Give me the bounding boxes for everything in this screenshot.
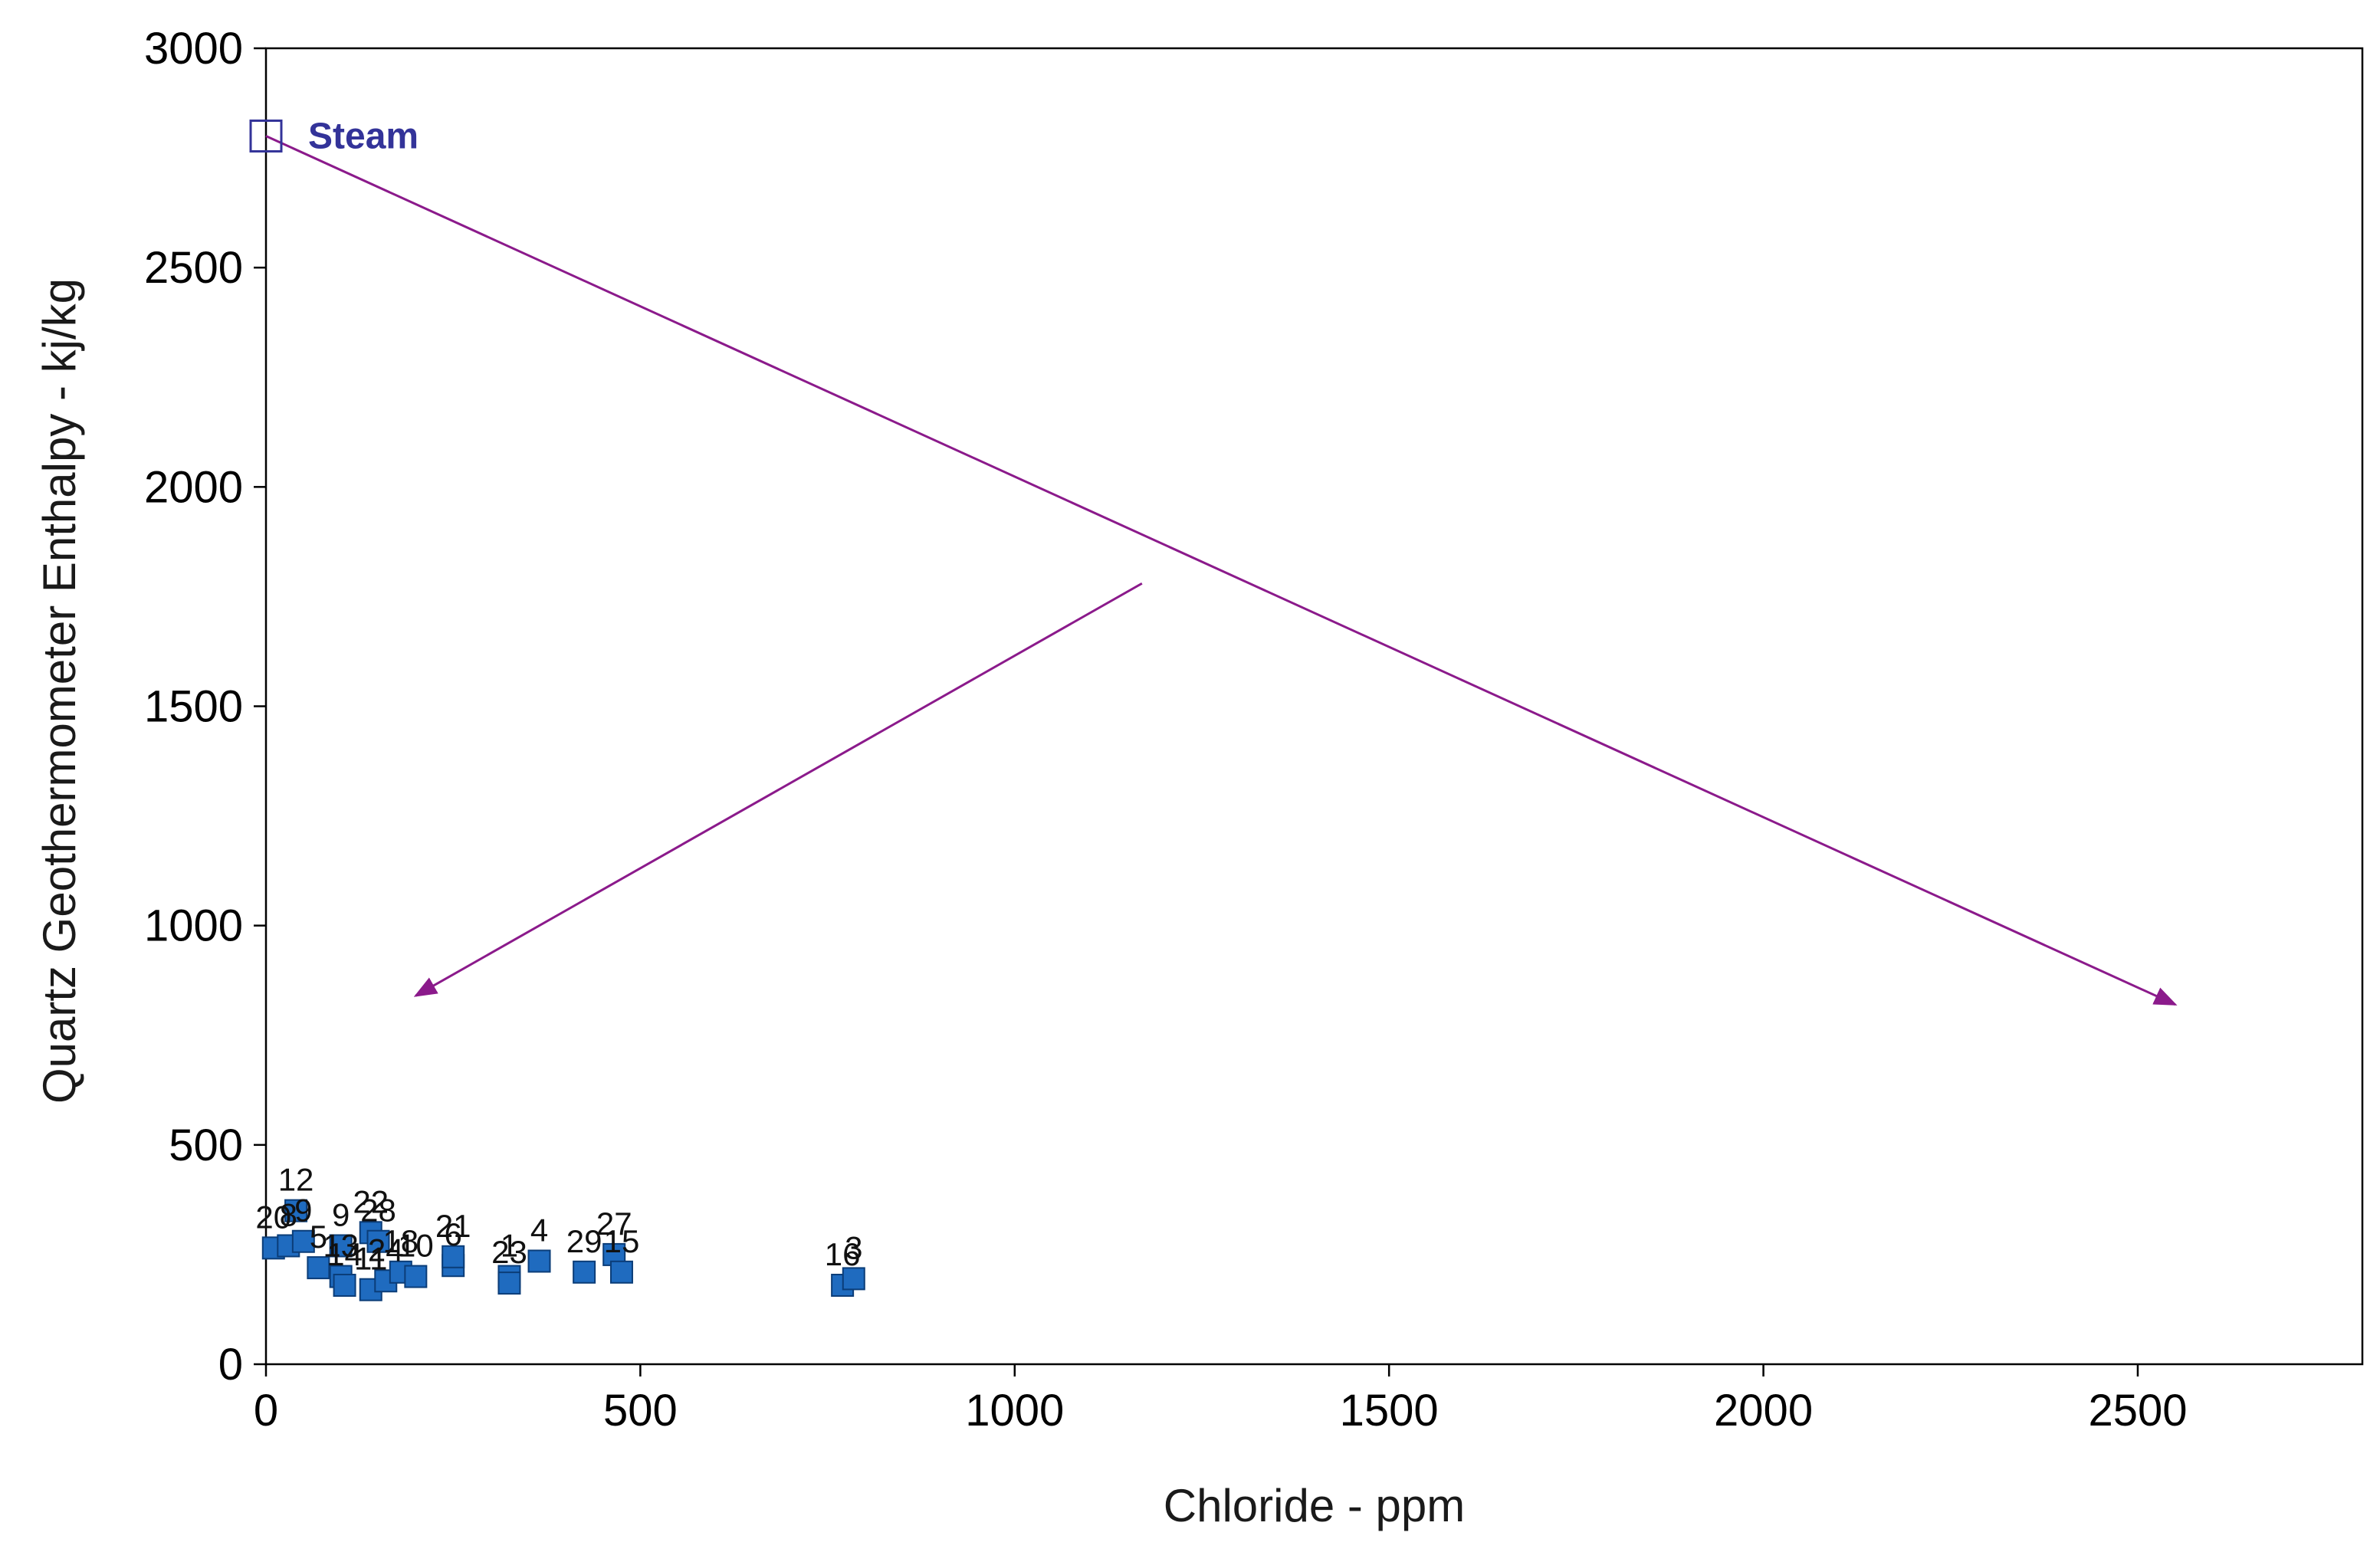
data-point	[366, 1229, 390, 1253]
y-tick-label: 2000	[144, 462, 243, 512]
x-tick-label: 0	[254, 1386, 278, 1436]
x-tick-label: 1000	[965, 1386, 1064, 1436]
data-point	[333, 1273, 356, 1297]
y-tick-label: 3000	[144, 24, 243, 74]
x-tick-label: 1500	[1340, 1386, 1439, 1436]
y-tick-label: 1000	[144, 901, 243, 951]
data-point-label: 6	[445, 1216, 462, 1252]
data-point-label: 4	[530, 1212, 548, 1248]
data-point-label: 8	[280, 1196, 297, 1232]
data-point-label: 28	[360, 1193, 396, 1229]
x-axis-title: Chloride - ppm	[1164, 1480, 1466, 1531]
data-point-label: 18	[382, 1223, 419, 1259]
data-point-label: 5	[310, 1219, 327, 1255]
data-point	[329, 1234, 353, 1258]
data-point-label: 12	[278, 1162, 314, 1198]
data-point-label: 10	[398, 1228, 434, 1264]
x-tick-label: 500	[603, 1386, 678, 1436]
annotation-arrows	[265, 135, 2178, 1006]
data-point	[284, 1199, 308, 1222]
y-axis: 0 500 1000 1500 2000 2500 3000	[144, 24, 266, 1390]
data-point-label: 15	[604, 1223, 640, 1259]
steam-marker	[249, 119, 283, 153]
plot-frame	[264, 47, 2364, 1366]
data-point	[527, 1249, 551, 1273]
data-point-label: 20	[255, 1199, 291, 1235]
x-tick-label: 2500	[2088, 1386, 2187, 1436]
y-tick-label: 2500	[144, 243, 243, 293]
data-point-label: 13	[323, 1228, 359, 1264]
data-point	[573, 1260, 596, 1284]
data-point-label: 3	[845, 1229, 862, 1265]
y-tick-label: 500	[169, 1121, 243, 1170]
data-point-label: 23	[491, 1234, 527, 1270]
data-point	[389, 1260, 412, 1284]
data-point	[291, 1229, 315, 1253]
data-point-label: 14	[327, 1236, 363, 1272]
data-point-label: 22	[353, 1183, 389, 1219]
data-point-label: 1	[501, 1228, 518, 1264]
data-point-label: 27	[596, 1206, 632, 1242]
data-point-label: 16	[825, 1236, 861, 1272]
data-point-label: 21	[435, 1208, 471, 1244]
data-point-label: 9	[294, 1193, 312, 1229]
data-point-label: 24	[368, 1232, 404, 1268]
steam-label: Steam	[308, 116, 419, 156]
steam-marker-group: Steam	[249, 116, 419, 156]
data-point	[404, 1265, 428, 1288]
y-tick-label: 1500	[144, 682, 243, 732]
mixing-arrow	[413, 582, 1143, 997]
data-point-label: 29	[566, 1223, 602, 1259]
mixing-arrow	[265, 135, 2178, 1006]
data-point	[842, 1267, 865, 1291]
data-point	[442, 1245, 465, 1268]
data-point-label: 9	[332, 1196, 350, 1232]
data-points	[261, 1199, 865, 1301]
data-point	[609, 1260, 633, 1284]
x-axis: 0 500 1000 1500 2000 2500	[254, 1364, 2187, 1436]
y-tick-label: 0	[218, 1340, 243, 1390]
data-point	[497, 1271, 521, 1295]
plot-area-frame	[264, 47, 2364, 1366]
data-point	[307, 1256, 330, 1280]
y-axis-title: Quartz Geothermometer Enthalpy - kj/kg	[34, 278, 85, 1104]
x-tick-label: 2000	[1714, 1386, 1813, 1436]
data-point-label: 11	[354, 1241, 388, 1277]
